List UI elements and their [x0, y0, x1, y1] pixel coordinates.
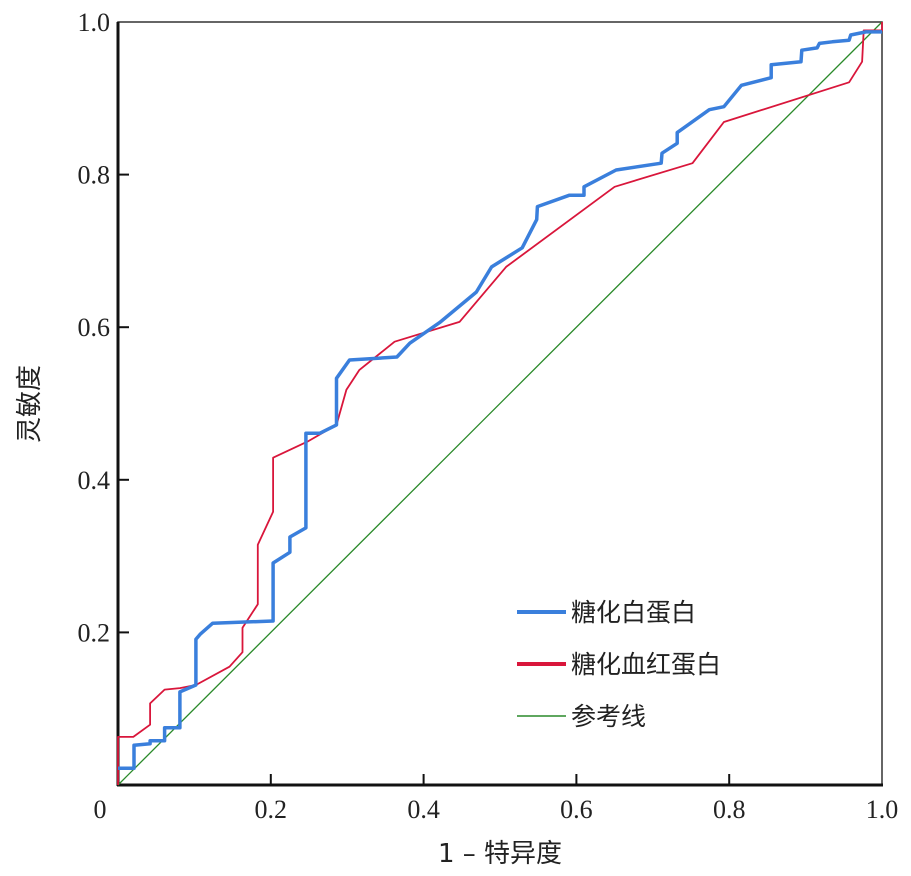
legend-label: 糖化血红蛋白 [571, 650, 721, 679]
reference-line [117, 21, 883, 786]
x-tick-label: 0.8 [713, 795, 746, 824]
y-axis-title: 灵敏度 [15, 365, 45, 443]
y-tick-label: 0.2 [78, 618, 111, 647]
y-tick-label: 0.8 [78, 161, 111, 190]
y-tick-label: 0.6 [78, 313, 111, 342]
legend-label: 参考线 [571, 702, 646, 731]
y-tick-label: 0.4 [78, 466, 111, 495]
y-tick-label: 1.0 [78, 8, 111, 37]
legend-item-glycated-albumin: 糖化白蛋白 [517, 598, 696, 627]
legend-item-hba1c: 糖化血红蛋白 [517, 650, 721, 679]
x-tick-label: 0 [94, 795, 107, 824]
x-axis-title: 1 – 特异度 [438, 839, 562, 869]
legend-label: 糖化白蛋白 [571, 598, 696, 627]
legend-item-reference: 参考线 [517, 702, 646, 731]
x-tick-label: 1.0 [866, 795, 899, 824]
glycated-albumin-curve [118, 30, 882, 770]
x-tick-label: 0.6 [560, 795, 593, 824]
x-tick-label: 0.2 [255, 795, 288, 824]
x-tick-label: 0.4 [407, 795, 440, 824]
hba1c-curve [117, 22, 883, 785]
